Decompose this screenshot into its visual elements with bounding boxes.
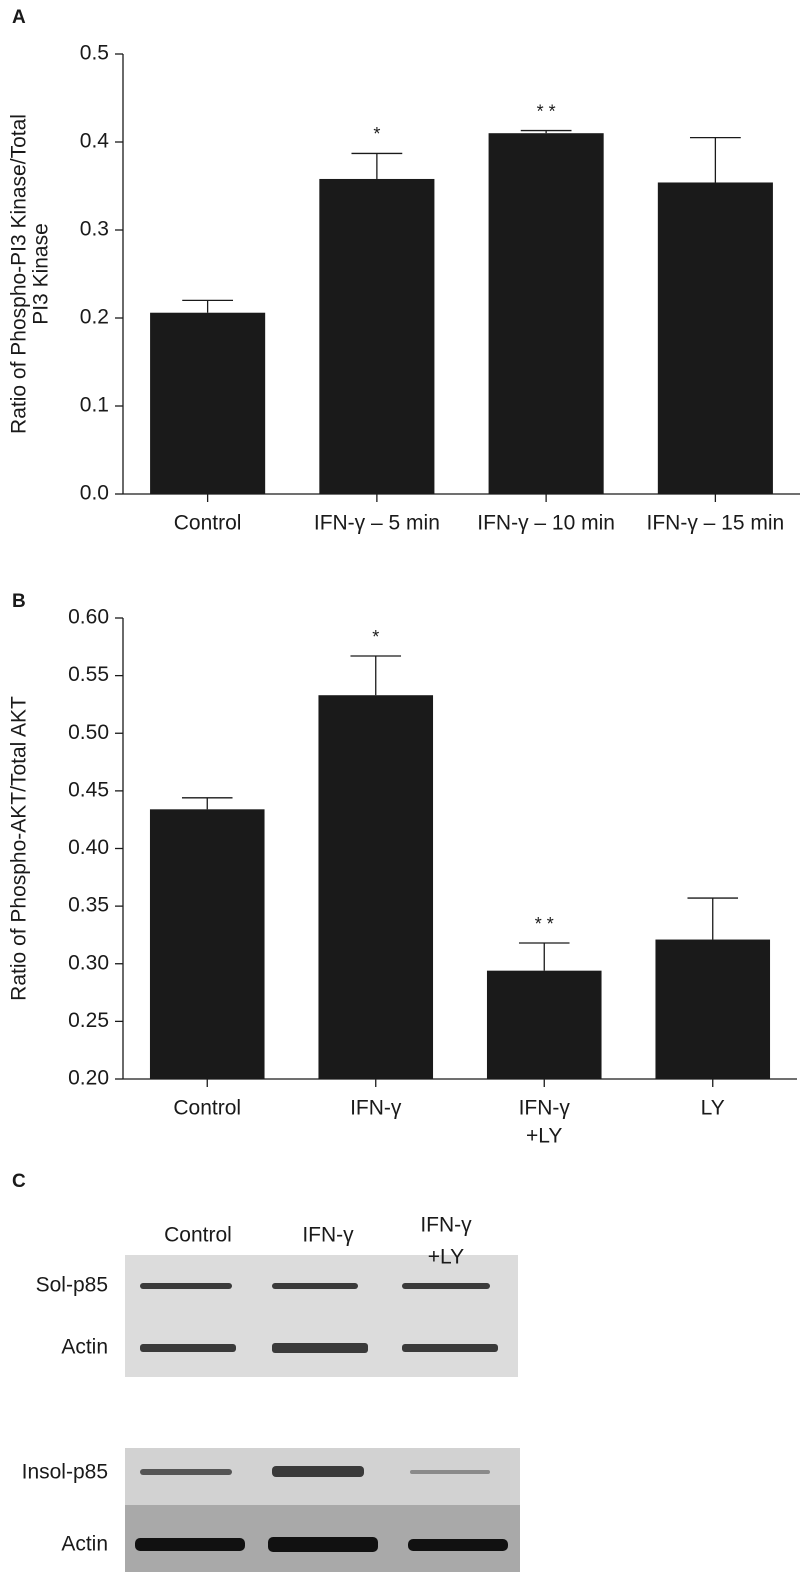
y-axis-label: Ratio of Phospho-PI3 Kinase/Total xyxy=(8,114,31,434)
x-tick-label: Control xyxy=(173,1097,241,1120)
x-tick-label: IFN-γ – 10 min xyxy=(477,512,615,535)
y-tick-label: 0.1 xyxy=(80,394,109,417)
band xyxy=(140,1344,236,1352)
y-tick-label: 0.40 xyxy=(68,836,109,859)
y-tick-label: 0.25 xyxy=(68,1009,109,1032)
significance-marker: * * xyxy=(535,914,554,934)
page: A Ratio of Phospho-PI3 Kinase/TotalPI3 Ki… xyxy=(0,0,800,1572)
blot-row-label: Sol-p85 xyxy=(36,1274,108,1297)
bar xyxy=(658,182,773,494)
y-tick-label: 0.2 xyxy=(80,306,109,329)
band xyxy=(140,1283,232,1289)
band xyxy=(402,1344,498,1352)
blot-row-label: Insol-p85 xyxy=(22,1461,108,1484)
bar xyxy=(655,940,770,1079)
bar xyxy=(487,971,602,1079)
y-axis-label: PI3 Kinase xyxy=(30,223,53,325)
band xyxy=(135,1538,245,1551)
y-tick-label: 0.45 xyxy=(68,778,109,801)
x-tick-label: IFN-γ xyxy=(350,1097,402,1120)
y-tick-label: 0.4 xyxy=(80,130,110,153)
blot-column-label: Control xyxy=(164,1224,232,1247)
blot-column-label: +LY xyxy=(428,1246,464,1269)
band xyxy=(408,1539,508,1551)
y-tick-label: 0.35 xyxy=(68,894,109,917)
panel-label: A xyxy=(12,7,26,28)
y-tick-label: 0.55 xyxy=(68,663,109,686)
band xyxy=(272,1466,364,1477)
band xyxy=(268,1537,378,1552)
y-tick-label: 0.20 xyxy=(68,1067,109,1090)
x-tick-label: Control xyxy=(174,512,242,535)
y-tick-label: 0.50 xyxy=(68,721,109,744)
x-tick-label: IFN-γ – 5 min xyxy=(314,512,440,535)
y-tick-label: 0.3 xyxy=(80,218,109,241)
bar xyxy=(318,695,433,1079)
panel-label: C xyxy=(12,1171,26,1192)
x-tick-label: +LY xyxy=(526,1125,562,1148)
bar xyxy=(319,179,434,494)
y-axis-label: Ratio of Phospho-AKT/Total AKT xyxy=(8,696,31,1001)
panel-label: B xyxy=(12,591,26,612)
significance-marker: * xyxy=(372,627,379,647)
bar xyxy=(150,313,265,494)
bar xyxy=(150,809,265,1079)
band xyxy=(140,1469,232,1475)
blot-membrane xyxy=(125,1255,518,1377)
blot-row-label: Actin xyxy=(61,1533,108,1556)
significance-marker: * xyxy=(373,124,380,144)
x-tick-label: LY xyxy=(701,1097,725,1120)
band xyxy=(272,1283,358,1289)
y-tick-label: 0.30 xyxy=(68,951,109,974)
y-tick-label: 0.5 xyxy=(80,42,109,65)
x-tick-label: IFN-γ – 15 min xyxy=(647,512,785,535)
blot-column-label: IFN-γ xyxy=(302,1224,354,1247)
blot-column-label: IFN-γ xyxy=(420,1214,472,1237)
band xyxy=(272,1343,368,1353)
blot-row-label: Actin xyxy=(61,1336,108,1359)
band xyxy=(410,1470,490,1474)
bar xyxy=(489,133,604,494)
x-tick-label: IFN-γ xyxy=(519,1097,571,1120)
y-tick-label: 0.0 xyxy=(80,482,109,505)
significance-marker: * * xyxy=(537,101,556,121)
band xyxy=(402,1283,490,1289)
y-tick-label: 0.60 xyxy=(68,606,109,629)
figure: A Ratio of Phospho-PI3 Kinase/TotalPI3 Ki… xyxy=(0,0,800,1572)
